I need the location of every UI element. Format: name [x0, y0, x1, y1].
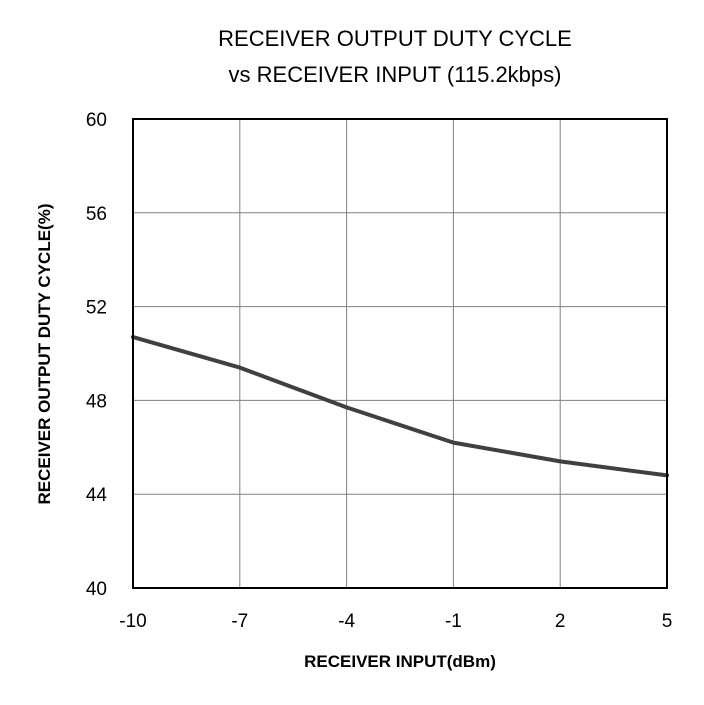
plot-area-frame — [132, 118, 668, 589]
y-tick-label: 60 — [86, 110, 107, 131]
y-tick-label: 44 — [86, 485, 108, 506]
y-axis-label: RECEIVER OUTPUT DUTY CYCLE(%) — [35, 204, 54, 505]
y-tick-label: 52 — [86, 298, 107, 319]
chart-title-line-2: vs RECEIVER INPUT (115.2kbps) — [229, 62, 562, 87]
grid-lines — [132, 118, 668, 589]
chart-title: RECEIVER OUTPUT DUTY CYCLE vs RECEIVER I… — [218, 26, 572, 87]
x-tick-label: 5 — [662, 611, 673, 632]
y-tick-label: 48 — [86, 391, 107, 412]
x-tick-label: 2 — [555, 611, 566, 632]
y-axis-tick-labels: 40 44 48 52 56 60 — [86, 110, 108, 600]
x-axis-tick-labels: -10 -7 -4 -1 2 5 — [119, 611, 672, 632]
x-tick-label: -7 — [231, 611, 248, 632]
x-tick-label: -1 — [445, 611, 462, 632]
y-tick-label: 56 — [86, 204, 107, 225]
y-tick-label: 40 — [86, 579, 107, 600]
series-line-0 — [131, 335, 669, 478]
x-axis-label: RECEIVER INPUT(dBm) — [304, 652, 496, 671]
series-layer — [131, 335, 669, 478]
x-tick-label: -4 — [338, 611, 355, 632]
x-tick-label: -10 — [119, 611, 146, 632]
chart-title-line-1: RECEIVER OUTPUT DUTY CYCLE — [218, 26, 572, 51]
